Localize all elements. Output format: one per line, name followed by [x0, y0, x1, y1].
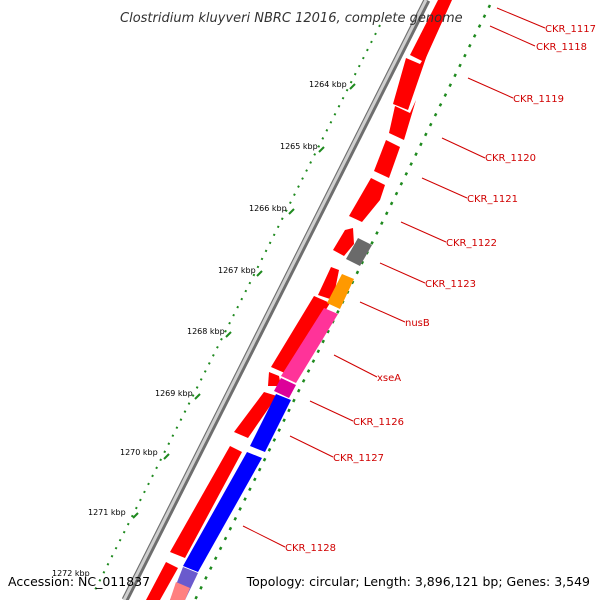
tick-label: 1268 kbp	[187, 327, 225, 336]
gene-nusB	[327, 274, 354, 309]
gene-ckr-1122	[333, 228, 354, 256]
topology-text: Topology: circular; Length: 3,896,121 bp…	[246, 574, 590, 589]
genome-title: Clostridium kluyveri NBRC 12016, complet…	[120, 11, 463, 26]
gene-label[interactable]: CKR_1120	[485, 153, 536, 164]
forward-strand-track	[170, 238, 372, 600]
gene-cds-b	[268, 372, 281, 386]
gene-label[interactable]: CKR_1126	[353, 417, 404, 428]
gene-label[interactable]: CKR_1128	[285, 543, 336, 554]
label-leaders	[242, 7, 546, 548]
gene-ckr-1119	[389, 100, 416, 140]
gene-label[interactable]: xseA	[377, 373, 401, 384]
accession-text: Accession: NC_011837	[8, 574, 150, 589]
gene-pink-a	[170, 582, 190, 600]
genome-backbone	[122, 0, 428, 600]
tick-label: 1272 kbp	[52, 569, 90, 578]
gene-ckr-1118	[393, 52, 428, 110]
gene-cds-d	[170, 446, 242, 558]
tick-label: 1267 kbp	[218, 266, 256, 275]
gene-label[interactable]: CKR_1123	[425, 279, 476, 290]
gene-cds-a	[271, 296, 330, 374]
gene-label[interactable]: CKR_1118	[536, 42, 587, 53]
gene-ckr-1117	[410, 0, 452, 62]
gene-label[interactable]: CKR_1122	[446, 238, 497, 249]
gene-label[interactable]: CKR_1121	[467, 194, 518, 205]
tick-label: 1271 kbp	[88, 508, 126, 517]
tick-label: 1266 kbp	[249, 204, 287, 213]
tick-label: 1264 kbp	[309, 80, 347, 89]
gene-rna	[346, 238, 372, 266]
gene-label[interactable]: CKR_1127	[333, 453, 384, 464]
gene-ckr-1121	[349, 178, 385, 222]
gc-skew-outer-track	[94, 24, 381, 591]
gene-blue-a	[250, 394, 291, 452]
tick-label: 1270 kbp	[120, 448, 158, 457]
gene-blue-b	[183, 452, 262, 572]
tick-label: 1265 kbp	[280, 142, 318, 151]
reverse-strand-track	[146, 0, 452, 600]
tick-label: 1269 kbp	[155, 389, 193, 398]
gene-cds-e	[146, 562, 178, 600]
gene-label[interactable]: nusB	[405, 318, 430, 329]
gene-label[interactable]: CKR_1117	[545, 24, 596, 35]
gene-cds-c	[234, 392, 277, 438]
gene-ckr-1120	[374, 140, 400, 178]
kbp-ticks	[132, 83, 356, 519]
gene-xseA	[281, 308, 338, 383]
gene-xseA-tail	[274, 378, 296, 398]
gene-label[interactable]: CKR_1119	[513, 94, 564, 105]
